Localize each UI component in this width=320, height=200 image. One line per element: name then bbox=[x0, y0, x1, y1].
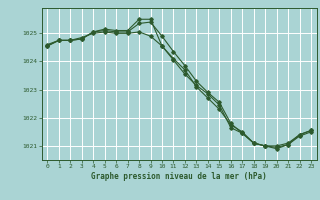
X-axis label: Graphe pression niveau de la mer (hPa): Graphe pression niveau de la mer (hPa) bbox=[91, 172, 267, 181]
